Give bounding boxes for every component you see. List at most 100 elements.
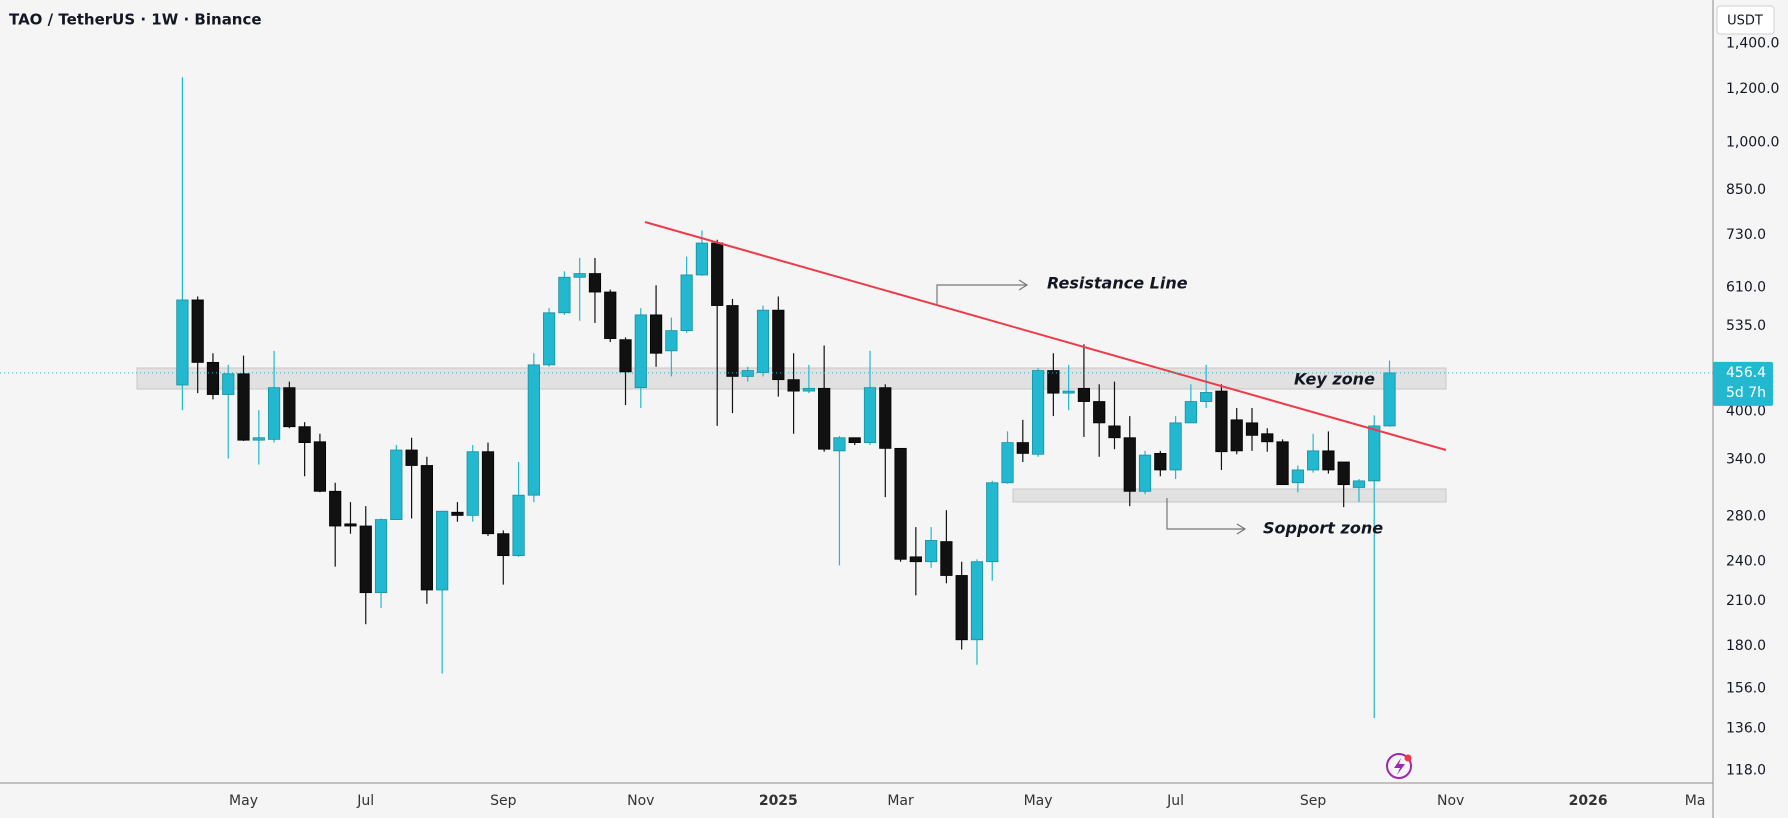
price-label-box — [1713, 361, 1773, 406]
icon — [1386, 753, 1412, 779]
candle-body — [604, 291, 617, 339]
candle-body — [176, 299, 189, 386]
annotation: Key zone — [1294, 370, 1375, 389]
candle-body — [527, 364, 540, 496]
candle-body — [1215, 390, 1228, 453]
candle-body — [756, 309, 770, 373]
x-tick-label: Nov — [627, 793, 654, 809]
candle-body — [1093, 401, 1106, 424]
x-tick-label: 2026 — [1569, 793, 1608, 809]
candle-body — [451, 511, 464, 516]
candle-body — [619, 339, 632, 373]
icon-dot — [1404, 754, 1412, 762]
y-tick-label: 118.0 — [1726, 762, 1766, 778]
candle-body — [191, 299, 204, 363]
support-arrow — [1166, 498, 1244, 530]
x-tick-label: 2025 — [759, 793, 798, 809]
y-tick-label: 535.0 — [1726, 318, 1766, 334]
candle-body — [558, 276, 571, 314]
chart-title: TAO / TetherUS · 1W · Binance — [9, 11, 262, 29]
candle-body — [573, 273, 586, 278]
currency-box — [1716, 5, 1775, 35]
candle-body — [344, 523, 357, 527]
y-tick-label: 136.0 — [1726, 721, 1766, 737]
candle-body — [1123, 437, 1136, 492]
y-tick-label: 610.0 — [1726, 280, 1766, 296]
candle-body — [1138, 454, 1152, 492]
candle-body — [497, 533, 510, 557]
countdown-label: 5d 7h — [1726, 385, 1766, 401]
candle-body — [329, 490, 342, 527]
annotation: Sopport zone — [1263, 519, 1383, 538]
x-tick-label: Jul — [1166, 793, 1184, 809]
currency-label: USDT — [1727, 14, 1763, 29]
candle-body — [481, 451, 495, 535]
candle-body — [818, 387, 831, 450]
candle-body — [420, 465, 433, 591]
y-tick-label: 1,200.0 — [1726, 81, 1779, 97]
candle-body — [695, 242, 709, 276]
candle-body — [772, 309, 785, 381]
y-tick-label: 1,400.0 — [1726, 36, 1779, 52]
candle-body — [986, 482, 999, 563]
candle-body — [588, 273, 602, 293]
price-label: 456.4 — [1726, 365, 1766, 381]
candle-body — [1200, 392, 1213, 402]
resistance-line — [644, 221, 1447, 451]
x-tick-label: May — [1024, 793, 1053, 809]
candle-body — [649, 314, 663, 354]
candle-body — [298, 426, 311, 443]
candle-body — [1108, 425, 1121, 439]
x-tick-label: May — [229, 793, 258, 809]
candle-body — [1001, 442, 1014, 484]
candle-body — [1184, 401, 1197, 424]
icon-bolt — [1394, 758, 1405, 775]
candle-body — [222, 373, 235, 395]
y-tick-label: 280.0 — [1726, 508, 1766, 524]
candle-body — [405, 449, 418, 466]
candle-body — [863, 387, 877, 443]
candle-body — [894, 447, 907, 560]
y-tick-label: 156.0 — [1726, 680, 1766, 696]
candle-body — [925, 540, 938, 563]
candles — [176, 77, 1396, 718]
candle-body — [1062, 390, 1075, 394]
y-tick-label: 850.0 — [1726, 182, 1766, 198]
candle-body — [1154, 452, 1167, 471]
candle-body — [543, 312, 556, 366]
candle-body — [787, 379, 800, 392]
candle-body — [1276, 441, 1289, 486]
candle-body — [512, 494, 525, 557]
candle-body — [711, 242, 724, 306]
candle-body — [1352, 480, 1366, 488]
x-tick-label: Sep — [1300, 793, 1327, 809]
y-tick-label: 1,000.0 — [1726, 134, 1779, 150]
arrow-head — [1236, 523, 1247, 535]
x-tick-label: Ma — [1685, 793, 1706, 809]
candle-body — [436, 510, 449, 591]
candle-body — [802, 387, 815, 392]
candle-body — [252, 437, 265, 441]
candle-body — [741, 370, 754, 377]
candle-body — [1230, 419, 1243, 452]
candle-body — [359, 525, 372, 594]
candle-body — [726, 305, 739, 377]
y-tick-label: 240.0 — [1726, 554, 1766, 570]
candle-body — [1383, 372, 1396, 427]
x-tick-label: Mar — [887, 793, 914, 809]
candle-body — [1245, 422, 1259, 436]
y-tick-label: 730.0 — [1726, 227, 1766, 243]
candle-body — [1169, 422, 1182, 471]
candle-body — [466, 451, 479, 516]
candle-body — [1291, 469, 1304, 484]
candle-body — [833, 437, 846, 452]
resistance-arrow — [936, 284, 1026, 306]
candle-body — [1016, 442, 1029, 454]
candle-body — [879, 387, 892, 449]
candle-body — [848, 437, 861, 443]
candle-body — [940, 541, 953, 576]
candle-body — [1322, 450, 1335, 471]
y-tick-label: 180.0 — [1726, 638, 1766, 654]
x-tick-label: Nov — [1437, 793, 1464, 809]
y-tick-label: 340.0 — [1726, 451, 1766, 467]
